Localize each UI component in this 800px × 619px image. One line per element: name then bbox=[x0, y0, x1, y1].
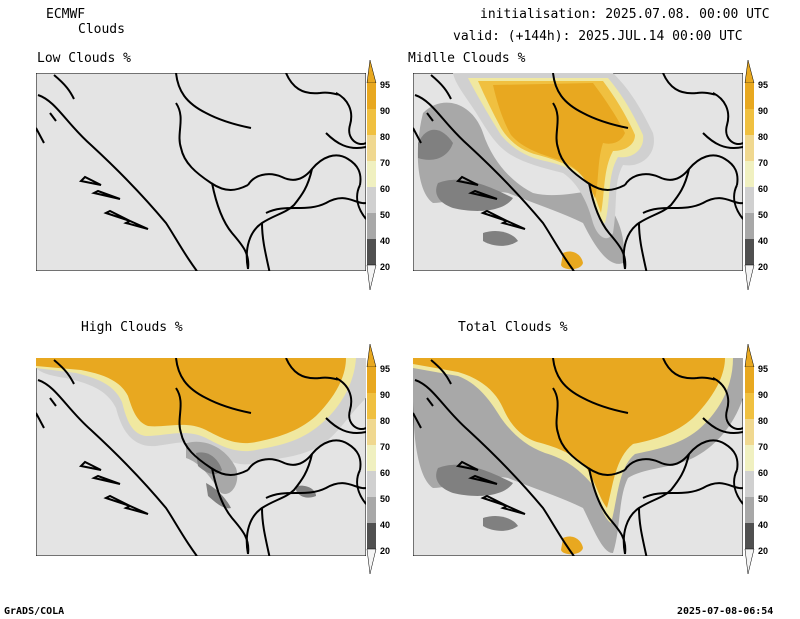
legend-70: 70 bbox=[380, 442, 390, 452]
legend-50: 50 bbox=[758, 494, 768, 504]
legend-80: 80 bbox=[758, 416, 768, 426]
legend-90: 90 bbox=[380, 106, 390, 116]
legend-40: 40 bbox=[758, 520, 768, 530]
map-high-clouds bbox=[36, 358, 366, 556]
legend-60: 60 bbox=[380, 468, 390, 478]
legend-60: 60 bbox=[758, 468, 768, 478]
legend-60: 60 bbox=[380, 184, 390, 194]
legend-60: 60 bbox=[758, 184, 768, 194]
legend-40: 40 bbox=[380, 236, 390, 246]
legend-80: 80 bbox=[758, 132, 768, 142]
colorbar-bottom-right: 95 90 80 70 60 50 40 20 bbox=[744, 343, 768, 575]
init-time: initialisation: 2025.07.08. 00:00 UTC bbox=[480, 7, 770, 22]
legend-50: 50 bbox=[758, 210, 768, 220]
legend-70: 70 bbox=[758, 442, 768, 452]
panel-title-high: High Clouds % bbox=[81, 320, 183, 335]
colorbar-bottom-left: 95 90 80 70 60 50 40 20 bbox=[366, 343, 390, 575]
legend-20: 20 bbox=[380, 262, 390, 272]
footer-timestamp: 2025-07-08-06:54 bbox=[677, 606, 774, 617]
legend-20: 20 bbox=[380, 546, 390, 556]
colorbar-top-right: 95 90 80 70 60 50 40 20 bbox=[744, 59, 768, 291]
legend-95: 95 bbox=[380, 364, 390, 374]
legend-90: 90 bbox=[758, 390, 768, 400]
model-label: ECMWF bbox=[46, 7, 86, 22]
panel-title-mid: Midlle Clouds % bbox=[408, 51, 526, 66]
colorbar bbox=[366, 59, 377, 291]
legend-90: 90 bbox=[380, 390, 390, 400]
product-label: Clouds bbox=[78, 22, 125, 37]
colorbar-top-left: 95 90 80 70 60 50 40 20 bbox=[366, 59, 390, 291]
panel-title-total: Total Clouds % bbox=[458, 320, 568, 335]
legend-95: 95 bbox=[758, 80, 768, 90]
legend-70: 70 bbox=[380, 158, 390, 168]
panel-title-low: Low Clouds % bbox=[37, 51, 131, 66]
valid-time: valid: (+144h): 2025.JUL.14 00:00 UTC bbox=[453, 29, 743, 44]
legend-70: 70 bbox=[758, 158, 768, 168]
footer-software: GrADS/COLA bbox=[4, 606, 65, 617]
legend-90: 90 bbox=[758, 106, 768, 116]
legend-20: 20 bbox=[758, 262, 768, 272]
map-middle-clouds bbox=[413, 73, 743, 271]
legend-80: 80 bbox=[380, 416, 390, 426]
legend-95: 95 bbox=[758, 364, 768, 374]
legend-20: 20 bbox=[758, 546, 768, 556]
legend-50: 50 bbox=[380, 494, 390, 504]
legend-95: 95 bbox=[380, 80, 390, 90]
map-total-clouds bbox=[413, 358, 743, 556]
legend-40: 40 bbox=[758, 236, 768, 246]
legend-80: 80 bbox=[380, 132, 390, 142]
legend-50: 50 bbox=[380, 210, 390, 220]
map-low-clouds bbox=[36, 73, 366, 271]
legend-40: 40 bbox=[380, 520, 390, 530]
